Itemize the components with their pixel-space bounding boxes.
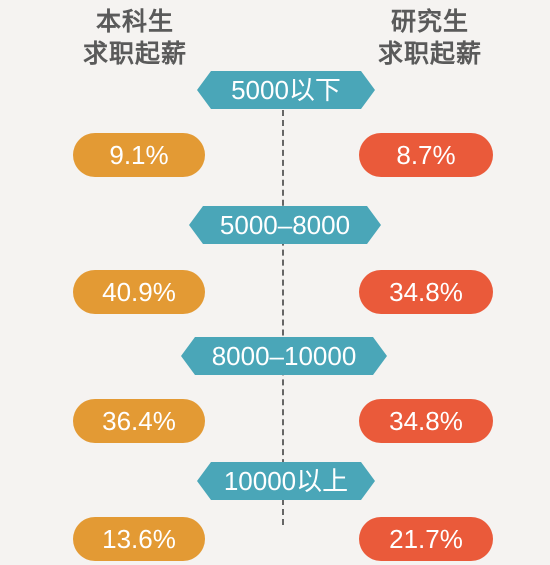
category-label-5000-8000: 5000–8000 [189, 206, 381, 244]
header-graduate-line1: 研究生 [390, 7, 469, 36]
header-undergraduate-line1: 本科生 [95, 7, 174, 36]
graduate-value-8000-10000: 34.8% [359, 399, 493, 443]
graduate-value-under-5000: 8.7% [359, 133, 493, 177]
header-undergraduate-line2: 求职起薪 [82, 39, 187, 68]
category-label-under-5000: 5000以下 [197, 71, 375, 109]
graduate-value-5000-8000: 34.8% [359, 270, 493, 314]
category-label-over-10000: 10000以上 [197, 462, 375, 500]
undergrad-value-over-10000: 13.6% [73, 517, 205, 561]
undergrad-value-under-5000: 9.1% [73, 133, 205, 177]
category-label-8000-10000: 8000–10000 [181, 337, 387, 375]
header-undergraduate: 本科生 求职起薪 [60, 6, 210, 70]
graduate-value-over-10000: 21.7% [359, 517, 493, 561]
center-dashed-divider [282, 100, 284, 525]
header-graduate: 研究生 求职起薪 [355, 6, 505, 70]
header-graduate-line2: 求职起薪 [377, 39, 482, 68]
undergrad-value-8000-10000: 36.4% [73, 399, 205, 443]
undergrad-value-5000-8000: 40.9% [73, 270, 205, 314]
